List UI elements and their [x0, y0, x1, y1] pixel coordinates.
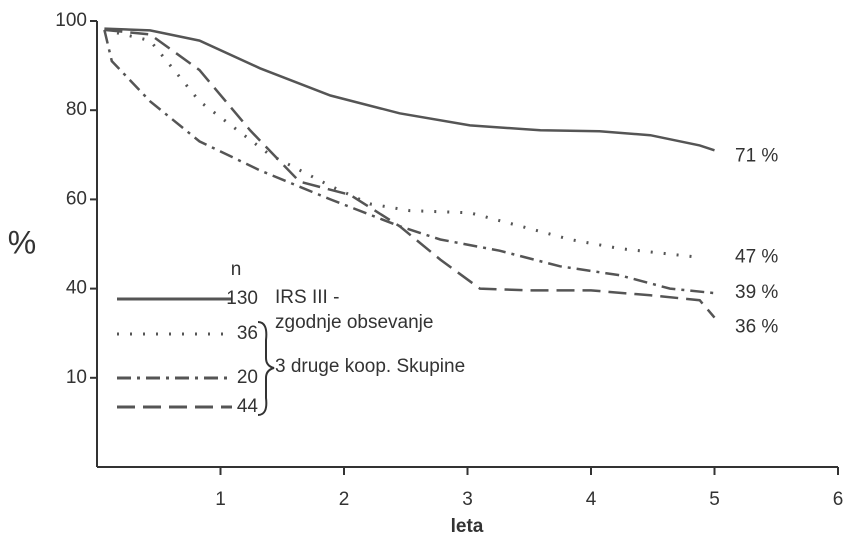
x-tick-label: 6	[833, 489, 844, 510]
x-tick-label: 2	[339, 489, 350, 510]
end-label: 36 %	[735, 317, 778, 338]
group-label: zgodnje obsevanje	[275, 312, 433, 333]
series-line	[103, 29, 715, 295]
x-tick-label: 5	[709, 489, 720, 510]
end-label: 47 %	[735, 246, 778, 267]
x-tick-label: 4	[586, 489, 597, 510]
x-tick-label: 3	[462, 489, 473, 510]
x-axis-label: leta	[451, 516, 484, 537]
y-tick-label: 60	[66, 188, 87, 209]
group-label: IRS III -	[275, 287, 339, 308]
legend-brace	[257, 321, 275, 416]
legend-label: 44	[237, 396, 259, 417]
x-tick-label: 1	[215, 489, 226, 510]
end-label: 71 %	[735, 145, 778, 166]
series-line	[104, 28, 700, 259]
legend-label: 130	[226, 288, 258, 309]
y-tick-label: 10	[66, 367, 87, 388]
legend-label: 20	[237, 367, 258, 388]
y-tick-label: 40	[66, 278, 87, 299]
end-label: 39 %	[735, 282, 778, 303]
group-label: 3 druge koop. Skupine	[275, 356, 465, 377]
legend-label: 36	[237, 323, 258, 344]
y-axis-label: %	[8, 224, 36, 260]
y-tick-label: 100	[55, 10, 87, 31]
legend-title: n	[231, 259, 242, 280]
y-tick-label: 80	[66, 99, 87, 120]
series-line	[104, 27, 715, 152]
series-line	[104, 28, 716, 319]
